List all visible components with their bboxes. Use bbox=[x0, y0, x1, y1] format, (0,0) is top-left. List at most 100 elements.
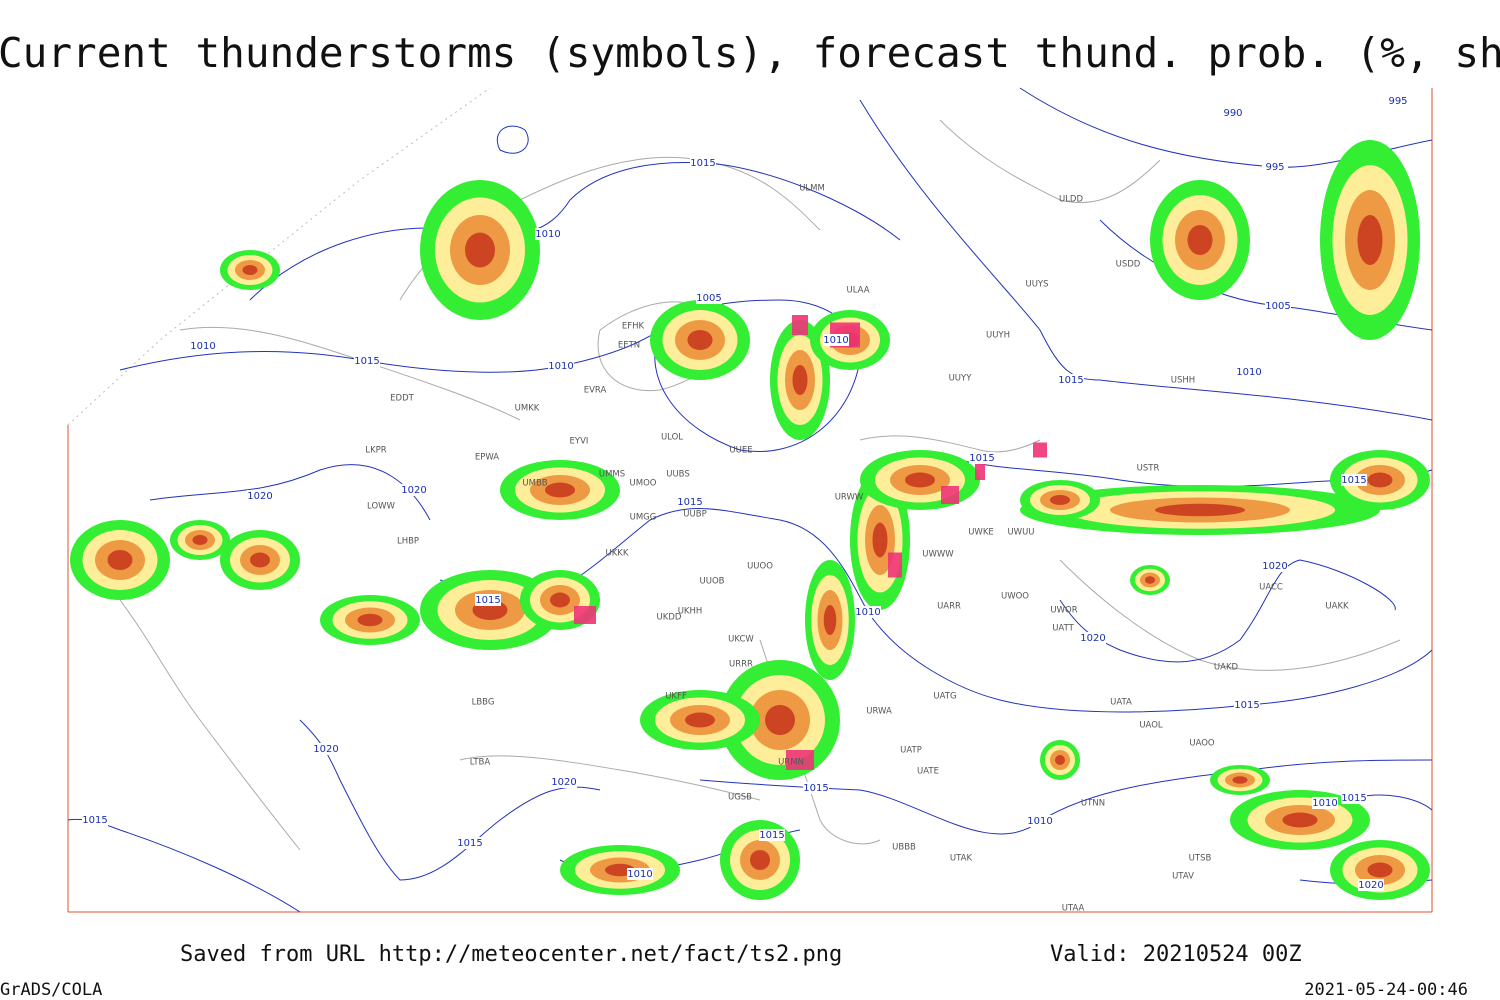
isobar-label: 1005 bbox=[1265, 301, 1290, 312]
isobar-label-bg bbox=[354, 355, 380, 367]
station-label: UTAV bbox=[1172, 872, 1194, 882]
coastline bbox=[1059, 559, 1401, 671]
storm-symbol bbox=[786, 750, 814, 770]
isobar-label-bg bbox=[1236, 366, 1262, 378]
coastline bbox=[119, 599, 301, 851]
isobar-label-bg bbox=[475, 594, 501, 606]
isobar bbox=[654, 299, 861, 452]
probability-area bbox=[872, 522, 888, 558]
probability-area bbox=[1187, 225, 1213, 255]
isobar-label-bg bbox=[247, 490, 273, 502]
station-label: UMOO bbox=[630, 479, 657, 489]
isobar-label-bg bbox=[1262, 161, 1288, 173]
station-label: UMKK bbox=[515, 404, 540, 414]
storm-symbol bbox=[975, 460, 985, 480]
station-label: UUBP bbox=[683, 510, 706, 520]
isobar-label-bg bbox=[1058, 374, 1084, 386]
station-label: LOWW bbox=[367, 502, 396, 512]
station-label: URWA bbox=[866, 707, 892, 717]
station-label: UWOR bbox=[1050, 606, 1077, 616]
isobar-label-bg bbox=[696, 292, 722, 304]
isobar-label-bg bbox=[1262, 560, 1288, 572]
isobar-label-bg bbox=[82, 814, 108, 826]
station-label: EDDT bbox=[390, 394, 414, 404]
probability-area bbox=[1367, 862, 1393, 878]
isobar-label: 1015 bbox=[82, 815, 107, 826]
probability-area bbox=[357, 613, 383, 627]
thunderstorm-probability bbox=[70, 140, 1430, 900]
probability-area bbox=[1367, 472, 1393, 488]
isobar-label: 1015 bbox=[1341, 475, 1366, 486]
station-label: LBBG bbox=[472, 698, 495, 708]
station-label: UAOL bbox=[1139, 721, 1163, 731]
isobar-label-bg bbox=[1234, 699, 1260, 711]
isobar-label-bg bbox=[803, 782, 829, 794]
station-label: UTSB bbox=[1189, 854, 1212, 864]
station-label: LKPR bbox=[365, 446, 386, 456]
isobar-label: 1010 bbox=[627, 869, 652, 880]
title: Current thunderstorms (symbols), forecas… bbox=[0, 29, 1500, 77]
probability-area bbox=[1357, 215, 1383, 265]
station-label: UAKD bbox=[1214, 663, 1239, 673]
station-label: UKHH bbox=[678, 607, 703, 617]
probability-area bbox=[465, 232, 495, 268]
probability-area bbox=[687, 330, 713, 350]
isobar-label: 1015 bbox=[677, 497, 702, 508]
isobar-label-bg bbox=[677, 496, 703, 508]
station-label: UATG bbox=[933, 692, 956, 702]
isobar-label: 1010 bbox=[1312, 798, 1337, 809]
storm-symbol bbox=[574, 606, 596, 624]
station-label: USTR bbox=[1137, 464, 1160, 474]
isobar-label: 1010 bbox=[1027, 816, 1052, 827]
isobar-label-bg bbox=[759, 829, 785, 841]
isobar-label: 1015 bbox=[803, 783, 828, 794]
probability-area bbox=[1232, 776, 1248, 784]
probability-area bbox=[1050, 495, 1070, 505]
station-label: UAKK bbox=[1325, 602, 1349, 612]
station-label: UATA bbox=[1110, 698, 1132, 708]
station-label: UTNN bbox=[1081, 799, 1105, 809]
isobar-label-bg bbox=[1341, 474, 1367, 486]
isobar-label: 1005 bbox=[696, 293, 721, 304]
station-label: UWOO bbox=[1001, 592, 1029, 602]
station-label: ULDD bbox=[1059, 195, 1084, 205]
map-base: ULMM ULDD ULAA UUYS USDD UUYH UUYY USHH EFHK EETN… bbox=[67, 87, 1433, 914]
isobar-label: 1010 bbox=[855, 607, 880, 618]
probability-area bbox=[192, 535, 208, 545]
probability-area bbox=[1155, 503, 1245, 517]
isobar-label: 1015 bbox=[354, 356, 379, 367]
isobar-label: 1020 bbox=[1080, 633, 1105, 644]
isobar-label-bg bbox=[823, 334, 849, 346]
station-label: URWW bbox=[835, 493, 864, 503]
isobar-label-bg bbox=[627, 868, 653, 880]
isobar bbox=[859, 99, 1433, 421]
station-label: LHBP bbox=[397, 537, 419, 547]
station-label: UMBB bbox=[522, 479, 547, 489]
isobar-label: 1015 bbox=[1234, 700, 1259, 711]
storm-symbol bbox=[792, 315, 808, 335]
station-label: EPWA bbox=[475, 453, 499, 463]
isobar-label: 1020 bbox=[247, 491, 272, 502]
valid-time: Valid: 20210524 00Z bbox=[1050, 942, 1302, 967]
isobar-label-bg bbox=[1027, 815, 1053, 827]
isobar-label-bg bbox=[535, 228, 561, 240]
probability-area bbox=[1145, 576, 1155, 584]
station-label: UATT bbox=[1052, 624, 1074, 634]
probability-area bbox=[1055, 755, 1065, 765]
storm-symbol bbox=[888, 552, 902, 578]
isobar-label-bg bbox=[313, 743, 339, 755]
isobar bbox=[249, 162, 901, 301]
probability-area bbox=[242, 265, 258, 275]
station-label: UUOO bbox=[747, 562, 773, 572]
station-label: ULOL bbox=[661, 433, 683, 443]
coastline bbox=[939, 119, 1161, 204]
coastlines bbox=[119, 119, 1401, 851]
isobar bbox=[299, 719, 601, 881]
isobar-label: 1020 bbox=[1358, 880, 1383, 891]
credit: GrADS/COLA bbox=[0, 980, 102, 1000]
probability-area bbox=[765, 705, 795, 735]
station-label: UTAK bbox=[950, 854, 973, 864]
timestamp: 2021-05-24-00:46 bbox=[1304, 980, 1468, 1000]
